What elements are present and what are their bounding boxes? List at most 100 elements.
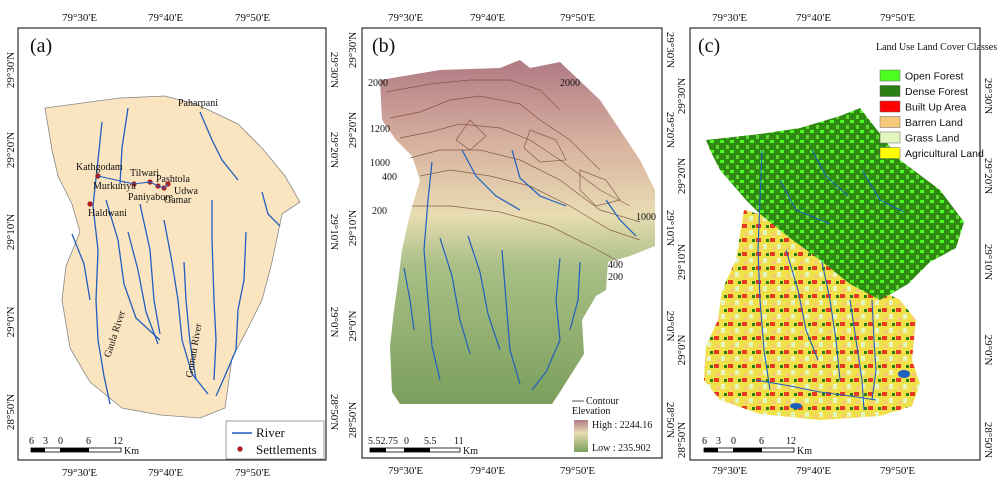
place-kathgodam: Kathgodam [76,162,123,173]
panel-c-top-tick-2: 79°40'E [796,12,831,24]
panel-c-left-tick-5: 28°50'N [676,422,688,458]
panel-b-right-tick-5: 28°50'N [664,402,676,438]
region-a [44,95,301,419]
panel-c-scalebar: 6 3 0 6 12 Km [702,436,812,457]
legend-class-label: Grass Land [905,133,959,145]
panel-b-letter: (b) [372,35,395,57]
river-segment [97,175,169,189]
scale-tick: 0 [58,436,63,447]
water-body [790,403,802,409]
panel-b-right-tick-3: 29°10'N [664,210,676,246]
panel-b-left-tick-4: 29°0'N [347,311,359,342]
panel-a-right-tick-3: 29°10'N [328,214,340,250]
panel-c-right-tick-2: 29°20'N [982,158,994,194]
legend-title: Land Use Land Cover Classes [876,42,997,53]
scale-tick: 5.5 [424,436,437,447]
panel-b: (b) 79°30'E 79°40'E 79°50'E 79°30'E 79°4… [347,12,676,477]
panel-c-bottom-tick-3: 79°50'E [880,465,915,477]
legend-swatch [879,116,901,128]
panel-a-right-tick-4: 29°0'N [328,307,340,338]
place-gamar: Gamar [164,195,192,206]
panel-c-legend: Land Use Land Cover Classes Open Forest D… [876,42,997,160]
panel-a: (a) 79°30'E 79°40'E 79°50'E 79°30'E 79°4… [5,12,340,479]
contour-label: 200 [608,272,623,283]
scale-unit: Km [124,446,139,457]
panel-a-top-tick-3: 79°50'E [235,12,270,24]
panel-c-letter: (c) [698,35,720,57]
panel-a-left-tick-5: 28°50'N [5,394,17,430]
legend-classes: Open Forest Dense Forest Built Up Area Barr… [879,69,984,160]
panel-c-top-tick-1: 79°30'E [712,12,747,24]
place-pashtola: Pashtola [156,174,190,185]
panel-c-left-tick-1: 29°30'N [676,78,688,114]
panel-b-left-tick-2: 29°20'N [347,112,359,148]
panel-c-left-tick-2: 29°20'N [676,158,688,194]
elevation-surface [380,60,655,404]
panel-a-left-tick-4: 29°0'N [5,307,17,338]
panel-a-legend: River Settlements [225,420,325,460]
contour-label: 2000 [560,78,580,89]
panel-c-top-tick-3: 79°50'E [880,12,915,24]
place-haldwani: Haldwani [88,208,127,219]
place-murkuriya: Murkuriya [93,181,136,192]
legend-contour-label: Contour [586,396,619,407]
panel-a-left-tick-3: 29°10'N [5,214,17,250]
panel-b-bottom-tick-2: 79°40'E [470,465,505,477]
legend-swatch [879,85,901,97]
legend-swatch [879,69,901,82]
settlement-marker [87,201,93,207]
water-body [898,370,910,378]
scale-unit: Km [463,446,478,457]
panel-b-legend: Contour Elevation High : 2244.16 Low : 2… [572,396,652,454]
legend-settlement-label: Settlements [256,442,317,457]
legend-elevation-low: Low : 235.902 [592,443,651,454]
rivers-b [403,149,637,391]
legend-elevation-high: High : 2244.16 [592,420,652,431]
panel-a-left-tick-1: 29°30'N [5,52,17,88]
scale-tick: 6 [702,436,707,447]
legend-class-label: Barren Land [905,117,963,129]
rivers-a [71,107,281,405]
panel-b-top-tick-2: 79°40'E [470,12,505,24]
panel-c-right-tick-4: 29°0'N [982,335,994,366]
contour-label: 400 [608,260,623,271]
panel-a-top-tick-1: 79°30'E [62,12,97,24]
scale-tick: 3 [43,436,48,447]
panel-b-left-tick-5: 28°50'N [347,402,359,438]
panel-b-bottom-tick-1: 79°30'E [388,465,423,477]
scale-unit: Km [797,446,812,457]
panel-c-left-tick-3: 29°10'N [676,244,688,280]
panel-a-bottom-tick-1: 79°30'E [62,467,97,479]
legend-class-label: Open Forest [905,71,963,83]
scale-tick: 6 [86,436,91,447]
panel-b-scalebar: 5.52.75 0 5.5 11 Km [368,436,478,457]
panel-a-letter: (a) [30,35,52,57]
contour-label: 400 [382,172,397,183]
rivers-c [755,149,905,411]
panel-c-right-tick-1: 29°30'N [982,78,994,114]
panel-c-left-tick-4: 29°0'N [676,335,688,366]
contour-label: 200 [372,206,387,217]
panel-a-frame [17,27,327,461]
panel-a-right-tick-2: 29°20'N [328,132,340,168]
scale-tick: 5.52.75 [368,436,398,447]
legend-settlement-marker [237,446,243,452]
panel-c-right-tick-3: 29°10'N [982,244,994,280]
panel-a-top-tick-2: 79°40'E [148,12,183,24]
scale-tick: 0 [404,436,409,447]
legend-swatch [879,131,901,144]
contour-label: 2000 [368,78,388,89]
panel-b-bottom-tick-3: 79°50'E [560,465,595,477]
legend-elevation-label: Elevation [572,406,610,417]
place-paniyabore: Paniyabore [128,192,174,203]
panel-b-frame [361,27,663,459]
legend-river-label: River [256,425,286,440]
legend-swatch [879,100,901,113]
panel-b-left-tick-3: 29°10'N [347,210,359,246]
legend-class-label: Agricultural Land [905,148,984,160]
legend-class-label: Dense Forest [905,86,968,98]
scale-tick: 6 [759,436,764,447]
panel-b-right-tick-1: 29°30'N [664,32,676,68]
panel-b-top-tick-1: 79°30'E [388,12,423,24]
